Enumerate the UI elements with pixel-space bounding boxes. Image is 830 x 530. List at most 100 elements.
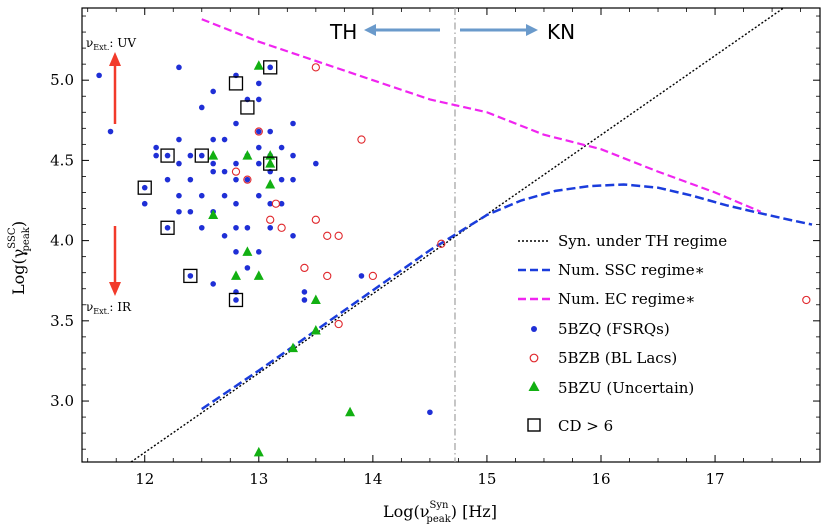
legend-ssc-label: Num. SSC regime∗ (558, 261, 705, 279)
fsrq-point (198, 224, 205, 231)
bllac-point (271, 199, 281, 208)
ir-label: νExt.: IR (86, 300, 132, 316)
fsrq-point (153, 144, 159, 151)
bllac-point (277, 223, 286, 232)
bllac-point (231, 167, 241, 176)
fsrq-point (278, 200, 285, 207)
legend-bllac-label: 5BZB (BL Lacs) (558, 349, 677, 367)
fsrq-point (233, 200, 239, 207)
kn-label: KN (547, 20, 575, 44)
uncertain-point (242, 246, 253, 256)
fsrq-point (290, 176, 296, 183)
fsrq-point (176, 136, 182, 143)
legend-cd-label: CD > 6 (558, 417, 613, 435)
fsrq-point (210, 160, 216, 167)
cd-gt-6-point (228, 292, 244, 308)
fsrq-point (187, 273, 194, 279)
fsrq-point (176, 160, 182, 167)
fsrq-point (301, 289, 308, 295)
plot-area (81, 7, 821, 463)
x-tick-label: 17 (706, 470, 725, 488)
fsrq-point (210, 168, 216, 175)
th-label: TH (329, 20, 357, 44)
fsrq-point (221, 136, 228, 143)
bllac-point (311, 63, 320, 72)
fsrq-point (256, 144, 262, 151)
fsrq-point (176, 208, 182, 215)
fsrq-point (141, 184, 148, 191)
fsrq-point (210, 136, 216, 143)
cd-gt-6-point (160, 220, 175, 235)
uncertain-point (253, 446, 264, 457)
fsrq-point (153, 152, 159, 159)
model-lines (130, 8, 813, 462)
fsrq-point (210, 281, 216, 287)
fsrq-point (244, 265, 251, 271)
bllac-point (323, 231, 332, 240)
uncertain-point (208, 209, 219, 219)
y-axis-label: Log(γSSC peak) (7, 221, 32, 295)
fsrq-point (278, 176, 285, 183)
fsrq-point (267, 200, 274, 207)
fsrq-point (221, 168, 228, 175)
fsrq-point (244, 224, 251, 231)
x-tick-label: 12 (135, 470, 154, 488)
fsrq-point (141, 200, 148, 207)
bllac-point (300, 263, 309, 273)
x-tick-label: 15 (477, 470, 496, 488)
fsrq-point (233, 297, 239, 303)
bllac-point (254, 127, 263, 136)
fsrq-point (233, 224, 239, 231)
uv-arrow-head (109, 52, 121, 66)
fsrq-point (278, 144, 285, 151)
cd-gt-6-point (137, 180, 152, 195)
bllac-point (357, 135, 366, 144)
x-tick-label: 13 (249, 470, 268, 488)
fsrq-point (233, 249, 239, 255)
bllac-point (323, 271, 332, 281)
fsrq-point (198, 192, 205, 199)
x-axis-label: Log(νSyn peak) [Hz] (383, 500, 497, 525)
fsrq-point (176, 64, 182, 71)
y-tick-label: 3.5 (50, 312, 74, 330)
fsrq-point (290, 152, 296, 159)
fsrq-point (164, 224, 171, 231)
x-axis-ticks: 12 13 14 15 16 17 (87, 8, 802, 488)
uncertain-point (310, 324, 321, 335)
legend-ec-label: Num. EC regime∗ (558, 290, 695, 308)
bllac-point (266, 215, 275, 224)
fsrq-point (267, 128, 274, 135)
fsrq-point (198, 104, 205, 111)
x-tick-label: 14 (363, 470, 382, 488)
legend-syn-label: Syn. under TH regime (558, 232, 727, 250)
uv-label: νExt.: UV (86, 36, 136, 52)
fsrq-point (164, 152, 171, 159)
fsrq-point (210, 88, 216, 95)
cd-gt-6-point (263, 60, 278, 75)
fsrq-point (256, 249, 262, 255)
uncertain-point (265, 158, 276, 168)
x-tick-label: 16 (591, 470, 610, 488)
ir-arrow-head (109, 282, 121, 296)
fsrq-point (290, 233, 296, 239)
fsrq-point (164, 176, 171, 183)
fsrq-point (256, 192, 262, 199)
fsrq-point (107, 128, 114, 135)
y-tick-label: 5.0 (50, 71, 74, 89)
cd-gt-6-point (228, 76, 244, 91)
bllac-point (311, 215, 320, 224)
bllac-point (437, 239, 446, 248)
cd-gt-6-point (263, 156, 278, 171)
fsrq-point (256, 128, 262, 135)
bllac-point (802, 295, 811, 305)
fsrq-point (198, 152, 205, 159)
fsrq-point (256, 80, 262, 87)
fsrq-point (427, 409, 433, 416)
y-tick-label: 4.5 (50, 151, 74, 169)
fsrq-point (221, 233, 228, 239)
fsrq-point (187, 208, 194, 215)
legend-fsrq-label: 5BZQ (FSRQs) (558, 320, 670, 338)
fsrq-point (267, 224, 274, 231)
fsrq-point (256, 96, 262, 103)
